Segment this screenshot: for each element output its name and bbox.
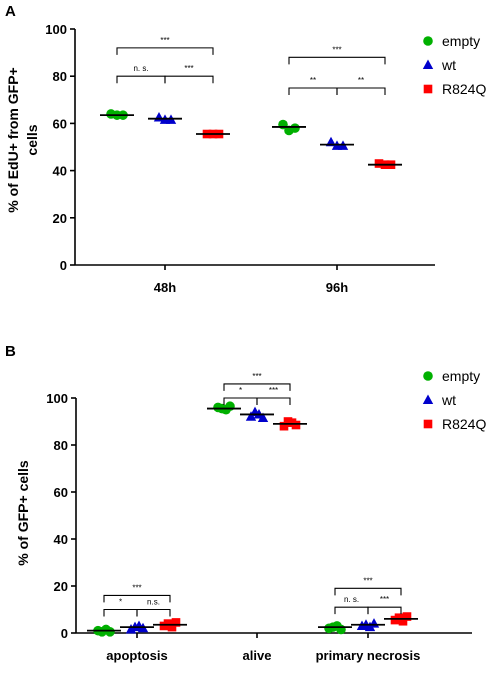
panel-b-significance-label: *** bbox=[363, 576, 372, 585]
panel-b-significance-bracket bbox=[103, 608, 138, 617]
panel-a-significance-bracket bbox=[116, 75, 166, 84]
panel-b-significance-label: n. s. bbox=[344, 595, 359, 604]
panel-b-significance-label: * bbox=[239, 386, 242, 395]
panel-b-y-tick-label: 60 bbox=[54, 485, 68, 500]
panel-b-data-point bbox=[336, 624, 346, 635]
panel-b-legend-marker bbox=[422, 394, 434, 404]
panel-b-significance-label: *** bbox=[252, 372, 261, 381]
panel-a-legend-label: R824Q bbox=[442, 81, 486, 97]
panel-b-y-tick-label: 80 bbox=[54, 438, 68, 453]
panel-b-ylabel: % of GFP+ cells bbox=[15, 460, 31, 566]
panel-b-data-point bbox=[402, 612, 412, 621]
panel-b-data-point bbox=[257, 412, 269, 422]
panel-b-significance-label: *** bbox=[269, 386, 278, 395]
panel-b-y-tick-label: 0 bbox=[61, 626, 68, 641]
panel-b-y-tick-label: 40 bbox=[54, 532, 68, 547]
panel-b-legend-label: wt bbox=[441, 392, 456, 408]
panel-b-significance-label: *** bbox=[132, 583, 141, 592]
panel-b-significance-label: n.s. bbox=[147, 598, 160, 607]
panel-a-legend-label: empty bbox=[442, 33, 480, 49]
panel-a-significance-label: *** bbox=[332, 45, 341, 54]
panel-a-significance-bracket bbox=[336, 87, 386, 95]
panel-a-letter: A bbox=[5, 3, 16, 20]
panel-a-significance-label: ** bbox=[310, 76, 316, 85]
panel-a-y-tick-label: 40 bbox=[53, 164, 67, 179]
panel-a-chart: A % of EdU+ from GFP+ cells 0 20 40 60 80 100… bbox=[5, 3, 486, 295]
panel-b-x-tick-label: primary necrosis bbox=[316, 648, 421, 663]
panel-a-significance-label: *** bbox=[160, 36, 169, 45]
panel-b-y-tick-label: 20 bbox=[54, 579, 68, 594]
panel-b-data-point bbox=[171, 618, 181, 627]
panel-a-y-tick-label: 60 bbox=[53, 116, 67, 131]
panel-b-data-point bbox=[225, 401, 235, 412]
panel-a-ylabel-line-1: % of EdU+ from GFP+ bbox=[5, 67, 21, 212]
panel-b-significance-bracket bbox=[367, 606, 402, 615]
panel-a-significance-bracket bbox=[164, 75, 214, 84]
panel-b-y-tick-label: 100 bbox=[46, 391, 68, 406]
panel-b-chart: B % of GFP+ cells 0 20 40 60 80 100 apoptosis a… bbox=[5, 343, 486, 663]
panel-a-y-tick-label: 100 bbox=[45, 22, 67, 37]
panel-a-y-tick-label: 80 bbox=[53, 69, 67, 84]
panel-a-data-point bbox=[290, 123, 300, 133]
panel-b-legend-label: empty bbox=[442, 368, 480, 384]
panel-a-significance-label: *** bbox=[184, 64, 193, 73]
panel-a-legend-marker bbox=[422, 59, 434, 69]
panel-a-significance-label: ** bbox=[358, 76, 364, 85]
panel-b-legend-marker bbox=[423, 371, 433, 381]
panel-b-data-point bbox=[105, 627, 115, 637]
panel-b-letter: B bbox=[5, 343, 16, 360]
panel-a-significance-label: n. s. bbox=[133, 64, 148, 73]
panel-b-significance-label: *** bbox=[380, 595, 389, 604]
panel-b-significance-bracket bbox=[103, 594, 171, 603]
panel-a-legend-label: wt bbox=[441, 57, 456, 73]
panel-a-legend-marker bbox=[423, 84, 433, 94]
panel-b-significance-bracket bbox=[256, 397, 291, 405]
panel-a-significance-bracket bbox=[288, 87, 338, 95]
panel-a-significance-bracket bbox=[288, 56, 386, 65]
panel-a-data-point bbox=[374, 159, 384, 168]
panel-b-legend-marker bbox=[423, 419, 433, 429]
panel-b-legend-label: R824Q bbox=[442, 416, 486, 432]
panel-b-data-point bbox=[167, 622, 177, 632]
panel-b-significance-label: * bbox=[119, 598, 122, 607]
panel-b-significance-bracket bbox=[334, 587, 402, 596]
panel-a-legend-marker bbox=[423, 36, 433, 46]
panel-a-y-tick-label: 0 bbox=[60, 258, 67, 273]
panel-b-significance-bracket bbox=[136, 608, 171, 617]
panel-b-x-tick-label: apoptosis bbox=[106, 648, 167, 663]
panel-b-data-point bbox=[291, 420, 301, 430]
panel-a-significance-bracket bbox=[116, 47, 214, 55]
panel-b-data-point bbox=[279, 421, 289, 431]
panel-b-data-point bbox=[398, 616, 408, 626]
panel-b-significance-bracket bbox=[223, 383, 291, 391]
panel-b-x-tick-label: alive bbox=[243, 648, 272, 663]
panel-b-significance-bracket bbox=[334, 606, 369, 615]
panel-a-ylabel-line-2: cells bbox=[24, 124, 40, 155]
panel-a-x-tick-label: 96h bbox=[326, 280, 348, 295]
panel-a-x-tick-label: 48h bbox=[154, 280, 176, 295]
panel-a-y-tick-label: 20 bbox=[53, 211, 67, 226]
